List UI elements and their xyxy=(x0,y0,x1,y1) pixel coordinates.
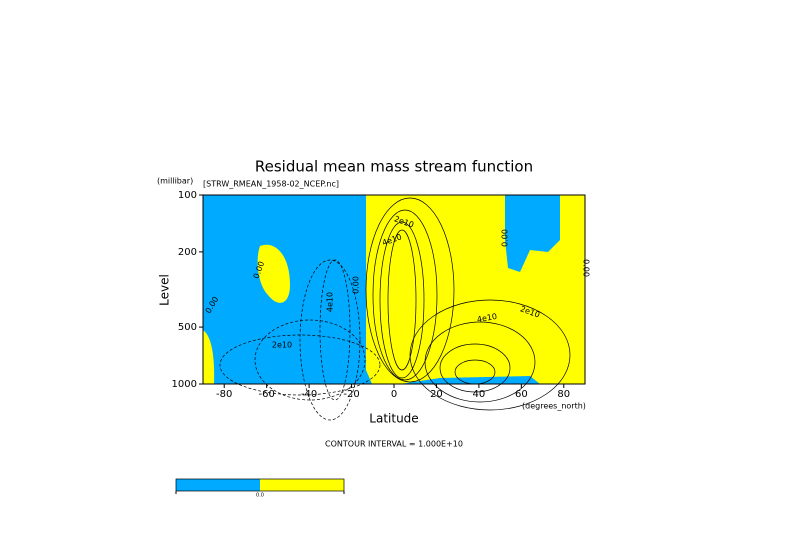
colorbar-frame xyxy=(175,478,345,492)
x-tick-label: -20 xyxy=(343,389,359,400)
y-tick-label: 500 xyxy=(178,322,197,333)
contour-line xyxy=(439,343,511,393)
x-tick-label: -40 xyxy=(301,389,317,400)
plot-fill xyxy=(203,195,585,384)
y-tick-label: 1000 xyxy=(172,379,197,390)
contour-label: 0.00 xyxy=(501,229,510,247)
positive-region xyxy=(203,330,215,384)
contour-line xyxy=(254,319,366,401)
colorbar-swatch xyxy=(260,479,344,491)
negative-region xyxy=(505,195,560,272)
colorbar-swatch xyxy=(176,479,260,491)
contour-line xyxy=(372,209,438,381)
x-axis-title: Latitude xyxy=(369,412,418,426)
x-tick-label: -60 xyxy=(258,389,274,400)
contour-line xyxy=(409,299,571,411)
contour-label: 4e10 xyxy=(476,312,497,324)
contour-line xyxy=(379,221,425,379)
contour-line xyxy=(424,321,536,403)
contour-label: 2e10 xyxy=(272,341,292,350)
x-tick-label: 80 xyxy=(557,389,570,400)
colorbar-label: 0.0 xyxy=(256,493,264,499)
x-tick-label: 40 xyxy=(473,389,486,400)
contour-label: 0.00 xyxy=(582,259,591,277)
contour-label: 0.00 xyxy=(352,276,361,294)
subtitle: [STRW_RMEAN_1958-02_NCEP.nc] xyxy=(203,180,339,189)
x-tick-label: 0 xyxy=(391,389,397,400)
x-unit: (degrees_north) xyxy=(522,402,586,411)
contour-line xyxy=(219,334,381,396)
y-unit: (millibar) xyxy=(157,177,193,186)
contour-line xyxy=(365,197,455,383)
positive-region xyxy=(257,244,290,303)
x-tick-label: -80 xyxy=(216,389,232,400)
contour-line xyxy=(387,229,417,371)
contour-line xyxy=(299,259,361,421)
chart-title: Residual mean mass stream function xyxy=(255,158,533,176)
contour-interval-note: CONTOUR INTERVAL = 1.000E+10 xyxy=(325,440,463,449)
contour-label: 4e10 xyxy=(326,292,335,312)
y-tick-label: 100 xyxy=(178,190,197,201)
colorbar: 0.0 xyxy=(175,478,345,499)
y-axis-title: Level xyxy=(158,274,172,306)
contour-line xyxy=(319,259,351,401)
contours xyxy=(219,197,571,421)
x-tick-label: 20 xyxy=(430,389,443,400)
y-tick-label: 200 xyxy=(178,247,197,258)
x-tick-label: 60 xyxy=(515,389,528,400)
